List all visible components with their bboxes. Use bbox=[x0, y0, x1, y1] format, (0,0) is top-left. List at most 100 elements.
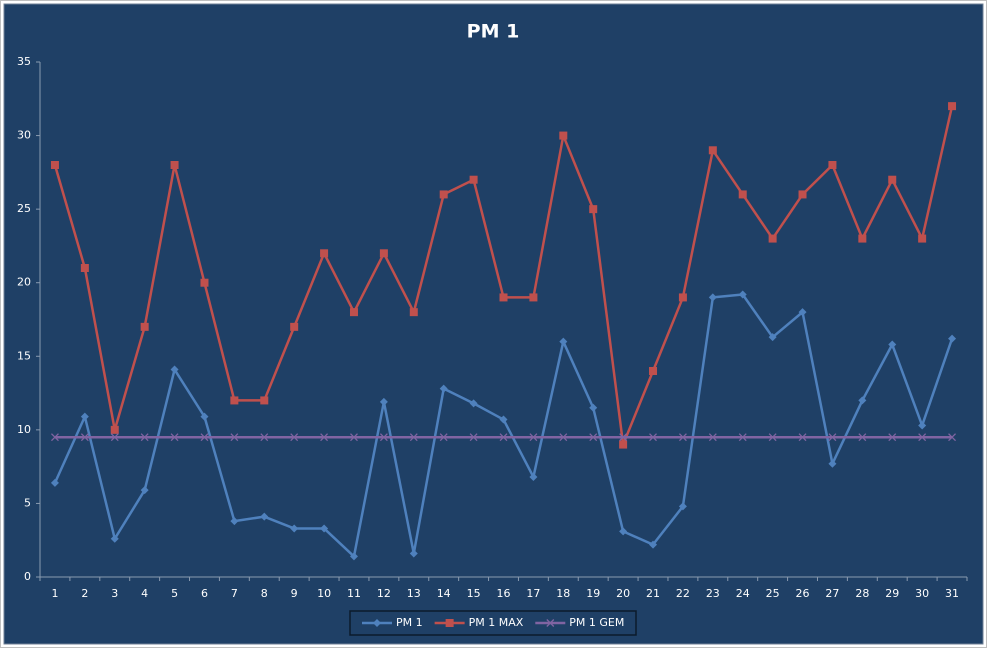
y-tick-label: 15 bbox=[17, 349, 31, 362]
point bbox=[110, 534, 119, 543]
point bbox=[349, 552, 358, 561]
x-tick-label: 9 bbox=[291, 587, 298, 600]
chart-area bbox=[3, 3, 984, 645]
point bbox=[888, 175, 897, 184]
point bbox=[649, 540, 658, 549]
legend-marker bbox=[373, 619, 381, 627]
point bbox=[170, 365, 179, 374]
x-tick-label: 16 bbox=[497, 587, 511, 600]
point bbox=[50, 161, 59, 169]
point bbox=[738, 433, 747, 442]
legend-box bbox=[349, 610, 637, 636]
x-tick-label: 20 bbox=[616, 587, 630, 600]
point bbox=[230, 396, 239, 405]
y-tick-label: 10 bbox=[17, 423, 31, 436]
point bbox=[649, 367, 658, 375]
point bbox=[708, 146, 717, 155]
x-tick-label: 29 bbox=[885, 587, 899, 600]
point bbox=[559, 433, 568, 442]
point bbox=[559, 131, 568, 140]
x-tick-label: 3 bbox=[111, 587, 118, 600]
point bbox=[50, 478, 59, 487]
point bbox=[948, 334, 957, 343]
point bbox=[469, 399, 478, 408]
point bbox=[260, 512, 269, 521]
point bbox=[110, 433, 119, 442]
y-tick-label: 25 bbox=[17, 202, 31, 215]
y-tick-label: 5 bbox=[24, 496, 31, 509]
point bbox=[320, 524, 329, 533]
point bbox=[619, 527, 628, 536]
point bbox=[708, 293, 717, 302]
point bbox=[379, 249, 388, 258]
point bbox=[768, 333, 777, 342]
point bbox=[708, 433, 717, 442]
point bbox=[469, 175, 478, 184]
x-tick-label: 5 bbox=[171, 587, 178, 600]
point bbox=[80, 412, 89, 421]
y-tick-label: 30 bbox=[17, 129, 31, 142]
legend-marker bbox=[546, 619, 555, 627]
point bbox=[350, 433, 358, 442]
point bbox=[888, 433, 897, 442]
legend-label: PM 1 GEM bbox=[569, 616, 624, 629]
point bbox=[110, 425, 119, 434]
x-tick-label: 6 bbox=[201, 587, 208, 600]
point bbox=[140, 322, 149, 331]
x-tick-label: 1 bbox=[51, 587, 58, 600]
point bbox=[260, 396, 269, 405]
point bbox=[320, 433, 329, 442]
point bbox=[290, 322, 299, 331]
x-tick-label: 4 bbox=[141, 587, 148, 600]
point bbox=[439, 433, 448, 442]
x-tick-label: 19 bbox=[586, 587, 600, 600]
point bbox=[828, 433, 837, 442]
point bbox=[768, 433, 777, 442]
point bbox=[678, 502, 687, 511]
point bbox=[948, 102, 957, 111]
point bbox=[469, 433, 478, 442]
point bbox=[738, 190, 747, 199]
x-tick-label: 13 bbox=[407, 587, 421, 600]
point bbox=[858, 234, 867, 243]
x-tick-label: 7 bbox=[231, 587, 238, 600]
point bbox=[559, 337, 568, 346]
point bbox=[409, 308, 418, 317]
point bbox=[619, 440, 628, 449]
x-tick-label: 27 bbox=[825, 587, 839, 600]
point bbox=[589, 433, 598, 442]
point bbox=[499, 433, 508, 442]
x-tick-label: 23 bbox=[706, 587, 720, 600]
point bbox=[379, 433, 388, 442]
point bbox=[170, 433, 179, 442]
point bbox=[230, 517, 239, 526]
x-tick-label: 8 bbox=[261, 587, 268, 600]
point bbox=[499, 293, 508, 302]
point bbox=[589, 205, 598, 214]
point bbox=[140, 486, 149, 495]
chart-title: PM 1 bbox=[467, 21, 520, 43]
point bbox=[290, 524, 299, 533]
point bbox=[529, 472, 538, 481]
x-tick-label: 10 bbox=[317, 587, 331, 600]
point bbox=[798, 433, 807, 442]
point bbox=[80, 264, 89, 272]
x-tick-label: 15 bbox=[467, 587, 481, 600]
point bbox=[140, 433, 149, 442]
point bbox=[320, 249, 329, 258]
point bbox=[918, 433, 927, 442]
point bbox=[349, 308, 358, 317]
x-tick-label: 25 bbox=[766, 587, 780, 600]
point bbox=[798, 308, 807, 317]
x-tick-label: 31 bbox=[945, 587, 959, 600]
point bbox=[768, 234, 777, 243]
point bbox=[888, 340, 897, 349]
point bbox=[828, 459, 837, 468]
point bbox=[439, 190, 448, 199]
x-tick-label: 22 bbox=[676, 587, 690, 600]
point bbox=[50, 433, 59, 442]
point bbox=[678, 433, 687, 442]
legend: PM 1 PM 1 MAX PM 1 GEM bbox=[349, 610, 637, 636]
x-tick-label: 21 bbox=[646, 587, 660, 600]
point bbox=[798, 190, 807, 199]
